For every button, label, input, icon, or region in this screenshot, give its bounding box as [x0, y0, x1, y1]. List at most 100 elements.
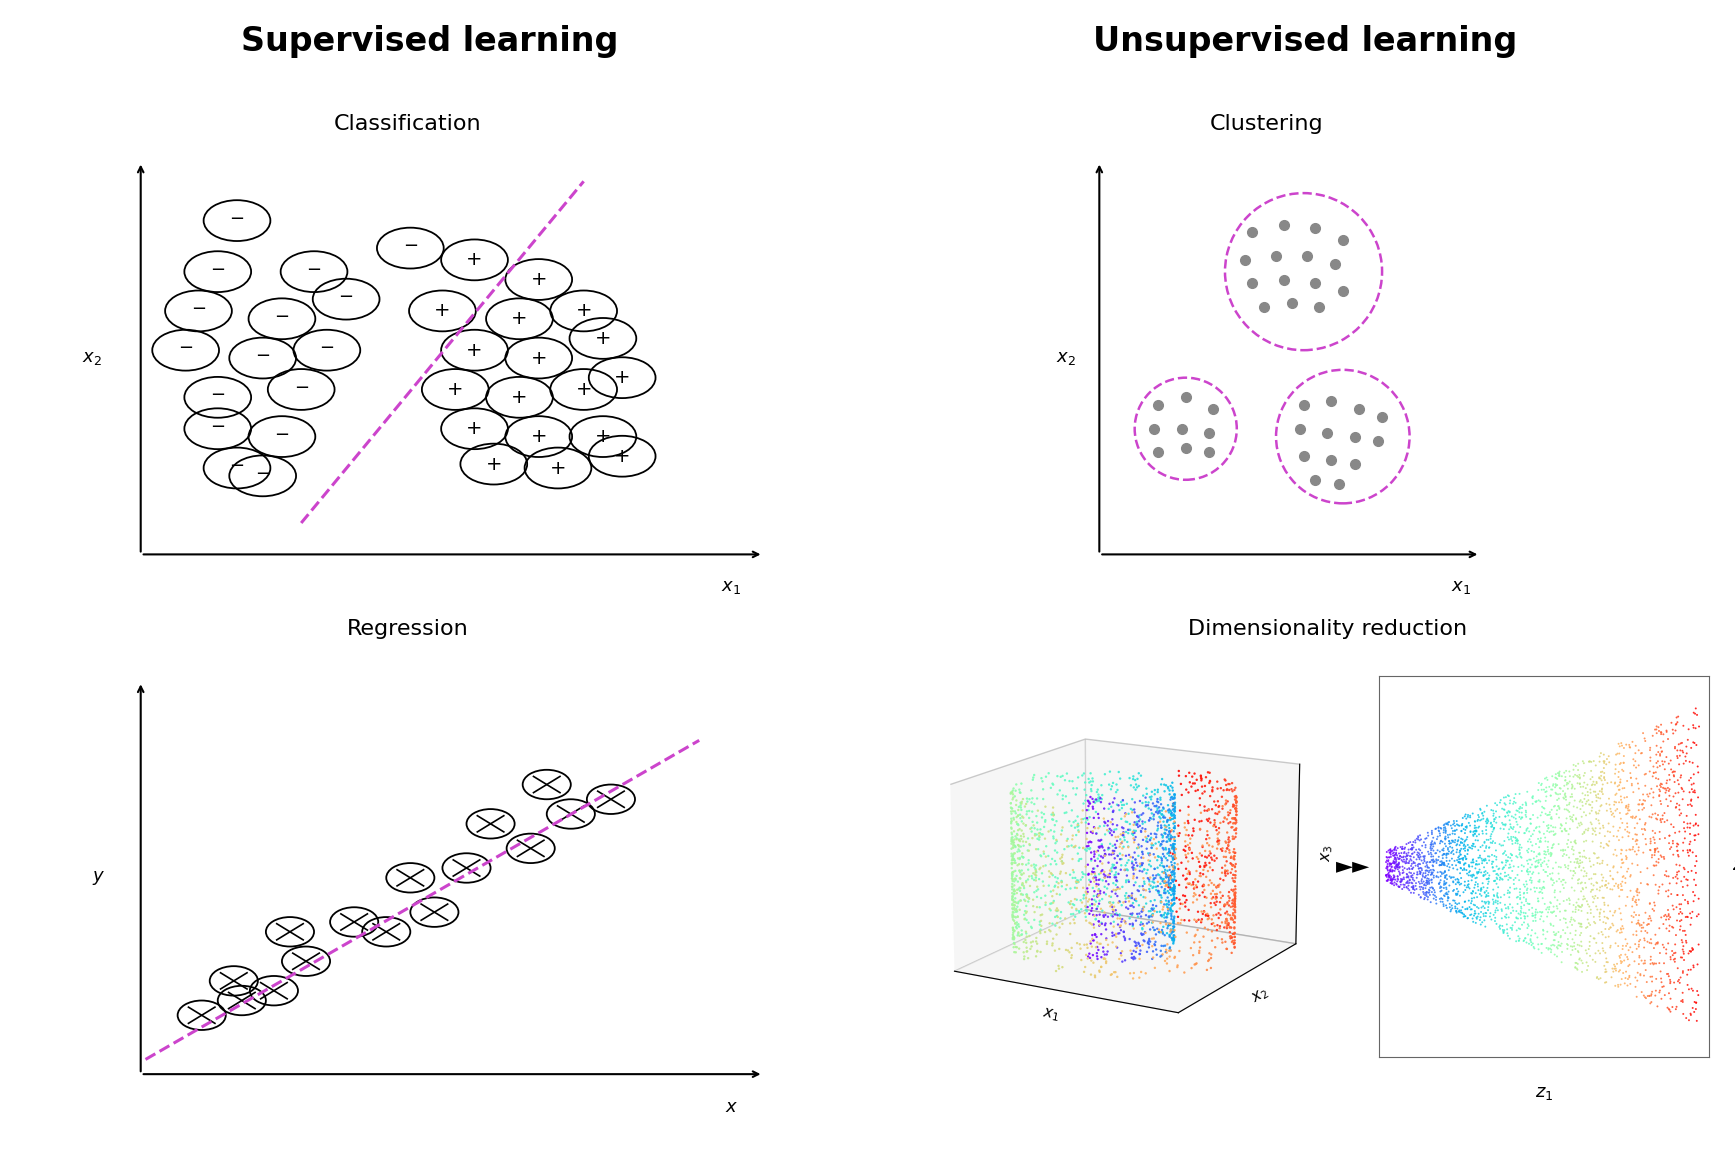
- Point: [1673, 1008, 1700, 1027]
- Point: [1669, 858, 1697, 877]
- Point: [1657, 908, 1685, 926]
- Point: [1463, 822, 1490, 841]
- Point: [1558, 777, 1586, 796]
- Point: [1459, 835, 1487, 854]
- Point: [1589, 869, 1617, 887]
- Point: [1579, 821, 1607, 840]
- Point: [1589, 902, 1617, 921]
- Text: $x_2$: $x_2$: [1057, 349, 1076, 367]
- Point: [1612, 798, 1640, 817]
- Point: [1395, 867, 1423, 886]
- Point: [1494, 881, 1522, 900]
- Point: [1444, 830, 1471, 849]
- Point: [1584, 804, 1612, 822]
- Point: [1464, 904, 1492, 923]
- Point: [1586, 969, 1614, 988]
- Point: [1463, 827, 1490, 845]
- Point: [1376, 869, 1404, 887]
- Point: [1551, 763, 1579, 782]
- Point: [1400, 833, 1428, 851]
- Point: [1494, 884, 1522, 902]
- Point: [1440, 881, 1468, 900]
- Point: [1631, 815, 1659, 834]
- Point: [1525, 940, 1553, 959]
- Point: [1492, 899, 1520, 917]
- Point: [1492, 845, 1520, 864]
- Point: [1534, 858, 1562, 877]
- Point: [1626, 931, 1653, 949]
- Point: [1482, 911, 1509, 930]
- Point: [1582, 757, 1610, 775]
- Point: [1404, 847, 1431, 865]
- Point: [1381, 845, 1409, 864]
- Point: [1518, 836, 1546, 855]
- Point: [1636, 994, 1664, 1013]
- Point: [1483, 886, 1511, 904]
- Point: [1435, 832, 1463, 850]
- Point: [1431, 863, 1459, 881]
- Point: [1483, 857, 1511, 875]
- Point: [1433, 885, 1461, 903]
- Point: [1636, 829, 1664, 848]
- Text: $z_2$: $z_2$: [1732, 857, 1735, 875]
- Point: [1508, 808, 1535, 827]
- Point: [1532, 845, 1560, 864]
- Point: [1497, 858, 1525, 877]
- Point: [1409, 848, 1437, 866]
- Point: [1655, 922, 1683, 940]
- Point: [1374, 872, 1402, 891]
- Point: [1379, 874, 1407, 893]
- Text: −: −: [274, 308, 290, 326]
- Point: [1376, 867, 1404, 886]
- Point: [1412, 854, 1440, 872]
- Point: [1674, 976, 1702, 994]
- Point: [1614, 802, 1641, 820]
- Point: [1600, 857, 1627, 875]
- Point: [1468, 880, 1496, 899]
- Point: [1598, 968, 1626, 986]
- Point: [1515, 934, 1542, 953]
- Point: [1378, 855, 1405, 873]
- Point: [1532, 832, 1560, 850]
- Point: [1417, 834, 1445, 852]
- Point: [1463, 852, 1490, 871]
- Point: [1622, 968, 1650, 986]
- Point: [1457, 836, 1485, 855]
- Point: [1388, 857, 1416, 875]
- Point: [1647, 822, 1674, 841]
- Point: [1534, 940, 1562, 959]
- Point: [1541, 826, 1568, 844]
- Point: [1612, 820, 1640, 839]
- Point: [1659, 869, 1686, 887]
- Point: [1417, 871, 1445, 889]
- Point: [1497, 869, 1525, 887]
- Point: [1473, 797, 1501, 815]
- Point: [1652, 829, 1679, 848]
- Point: [1374, 860, 1402, 879]
- Point: [1588, 783, 1615, 802]
- Point: [1397, 864, 1424, 882]
- Text: −: −: [210, 418, 226, 435]
- Point: [1671, 951, 1699, 969]
- Point: [1603, 863, 1631, 881]
- Point: [1622, 881, 1650, 900]
- Point: [1447, 859, 1475, 878]
- Point: [1402, 832, 1430, 850]
- Point: [1586, 802, 1614, 820]
- Point: [1568, 880, 1596, 899]
- Point: [1636, 907, 1664, 925]
- Point: [1548, 934, 1575, 953]
- Point: [1610, 762, 1638, 781]
- Point: [1494, 924, 1522, 942]
- Point: [1464, 819, 1492, 837]
- Point: [1678, 939, 1706, 957]
- Point: [1556, 788, 1584, 806]
- Point: [1379, 866, 1407, 885]
- Point: [1421, 833, 1449, 851]
- Point: [1539, 859, 1567, 878]
- Point: [1591, 944, 1619, 962]
- Point: [1683, 852, 1711, 871]
- Point: [1471, 911, 1499, 930]
- Point: [1647, 829, 1674, 848]
- Point: [1383, 875, 1411, 894]
